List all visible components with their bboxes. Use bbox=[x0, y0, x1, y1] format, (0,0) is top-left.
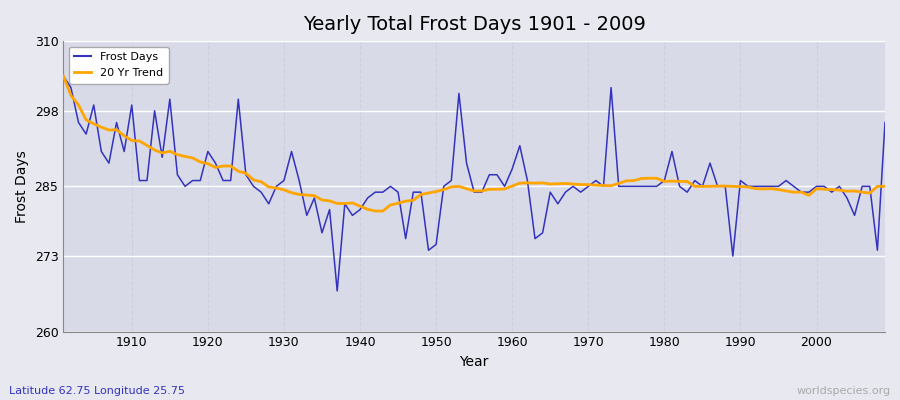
Text: Latitude 62.75 Longitude 25.75: Latitude 62.75 Longitude 25.75 bbox=[9, 386, 185, 396]
Legend: Frost Days, 20 Yr Trend: Frost Days, 20 Yr Trend bbox=[68, 47, 168, 84]
Y-axis label: Frost Days: Frost Days bbox=[15, 150, 29, 223]
Text: worldspecies.org: worldspecies.org bbox=[796, 386, 891, 396]
Title: Yearly Total Frost Days 1901 - 2009: Yearly Total Frost Days 1901 - 2009 bbox=[302, 15, 645, 34]
X-axis label: Year: Year bbox=[460, 355, 489, 369]
